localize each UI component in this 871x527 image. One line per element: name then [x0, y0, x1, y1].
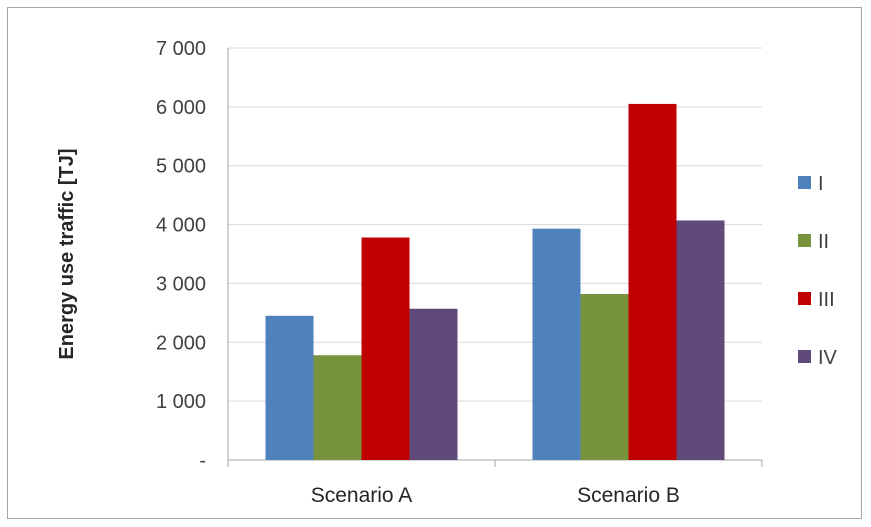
bar-II-scenario-a [313, 355, 362, 460]
chart-frame: - 1 000 2 000 3 000 4 000 5 000 6 000 7 000 Scen… [7, 7, 862, 519]
tick-labels: - 1 000 2 000 3 000 4 000 5 000 6 000 7 000 Scen… [156, 38, 680, 507]
x-category-label: Scenario A [311, 484, 413, 507]
y-tick-label: 5 000 [156, 156, 206, 178]
bar-III-scenario-a [361, 237, 410, 460]
legend-swatch [798, 176, 811, 189]
bar-III-scenario-b [628, 103, 677, 461]
y-tick-label: 1 000 [156, 391, 206, 413]
legend-swatch [798, 350, 811, 363]
bar-IV-scenario-b [676, 220, 725, 460]
bar-IV-scenario-a [409, 308, 458, 460]
bar-I-scenario-b [532, 228, 581, 460]
y-tick-label: 6 000 [156, 97, 206, 119]
bar-chart: - 1 000 2 000 3 000 4 000 5 000 6 000 7 000 Scen… [56, 38, 838, 507]
bar-II-scenario-b [580, 294, 629, 460]
legend-label: I [818, 173, 824, 195]
y-tick-label: 3 000 [156, 273, 206, 295]
x-category-label: Scenario B [577, 484, 680, 507]
legend-label: II [818, 231, 829, 253]
bar-I-scenario-a [265, 315, 314, 460]
legend-swatch [798, 292, 811, 305]
y-tick-label: 4 000 [156, 215, 206, 237]
bars [265, 103, 725, 461]
legend-label: III [818, 289, 835, 311]
legend-swatch [798, 234, 811, 247]
gridlines [228, 47, 762, 402]
y-tick-label: - [199, 450, 206, 472]
y-tick-label: 2 000 [156, 332, 206, 354]
y-axis-title: Energy use traffic [TJ] [56, 148, 78, 359]
legend-label: IV [818, 347, 838, 369]
y-tick-label: 7 000 [156, 38, 206, 60]
